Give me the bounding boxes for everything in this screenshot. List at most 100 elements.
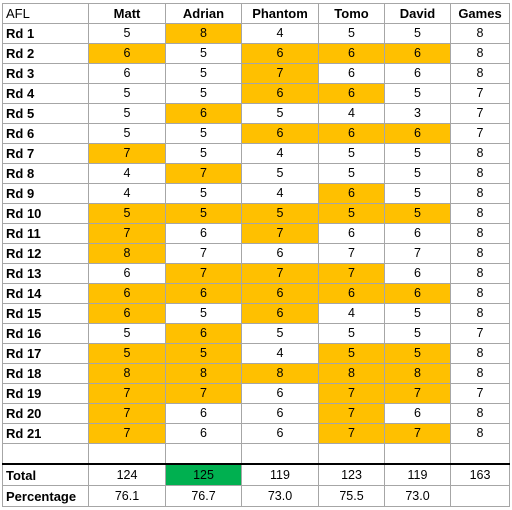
header-afl: AFL <box>2 3 89 24</box>
score-cell-tomo: 7 <box>318 403 385 424</box>
score-cell-tomo: 6 <box>318 183 385 204</box>
score-cell-matt: 6 <box>88 63 166 84</box>
spacer-cell <box>241 443 319 465</box>
round-label: Rd 7 <box>2 143 89 164</box>
header-phantom: Phantom <box>241 3 319 24</box>
score-cell-david: 7 <box>384 423 451 444</box>
score-cell-matt: 5 <box>88 83 166 104</box>
total-tomo: 123 <box>318 463 385 486</box>
score-cell-david: 6 <box>384 403 451 424</box>
score-cell-tomo: 7 <box>318 423 385 444</box>
score-cell-matt: 5 <box>88 23 166 44</box>
afl-tipping-table: AFL Matt Adrian Phantom Tomo David Games… <box>2 3 510 507</box>
score-cell-tomo: 5 <box>318 343 385 364</box>
score-cell-matt: 8 <box>88 243 166 264</box>
score-cell-games: 8 <box>450 263 510 284</box>
score-cell-games: 8 <box>450 143 510 164</box>
score-cell-adrian: 7 <box>165 383 242 404</box>
percentage-tomo: 75.5 <box>318 485 385 507</box>
score-cell-games: 7 <box>450 103 510 124</box>
score-cell-games: 8 <box>450 63 510 84</box>
round-label: Rd 1 <box>2 23 89 44</box>
round-row: Rd 18 8 8 8 8 8 8 <box>2 363 510 384</box>
score-cell-david: 5 <box>384 83 451 104</box>
score-cell-david: 5 <box>384 323 451 344</box>
score-cell-tomo: 5 <box>318 143 385 164</box>
score-cell-tomo: 6 <box>318 283 385 304</box>
score-cell-phantom: 5 <box>241 103 319 124</box>
round-row: Rd 21 7 6 6 7 7 8 <box>2 423 510 444</box>
score-cell-david: 6 <box>384 43 451 64</box>
score-cell-david: 5 <box>384 303 451 324</box>
score-cell-matt: 6 <box>88 283 166 304</box>
score-cell-games: 7 <box>450 83 510 104</box>
score-cell-david: 6 <box>384 263 451 284</box>
score-cell-matt: 7 <box>88 403 166 424</box>
score-cell-phantom: 7 <box>241 223 319 244</box>
header-david: David <box>384 3 451 24</box>
score-cell-adrian: 6 <box>165 223 242 244</box>
header-games: Games <box>450 3 510 24</box>
total-phantom: 119 <box>241 463 319 486</box>
score-cell-adrian: 7 <box>165 163 242 184</box>
score-cell-matt: 6 <box>88 303 166 324</box>
score-cell-adrian: 8 <box>165 23 242 44</box>
score-cell-games: 8 <box>450 203 510 224</box>
score-cell-david: 5 <box>384 183 451 204</box>
round-label: Rd 20 <box>2 403 89 424</box>
spacer-cell <box>384 443 451 465</box>
score-cell-david: 5 <box>384 163 451 184</box>
score-cell-phantom: 6 <box>241 43 319 64</box>
total-matt: 124 <box>88 463 166 486</box>
score-cell-phantom: 4 <box>241 23 319 44</box>
score-cell-adrian: 5 <box>165 83 242 104</box>
round-label: Rd 8 <box>2 163 89 184</box>
score-cell-tomo: 6 <box>318 43 385 64</box>
score-cell-adrian: 5 <box>165 43 242 64</box>
score-cell-david: 8 <box>384 363 451 384</box>
round-label: Rd 17 <box>2 343 89 364</box>
score-cell-games: 8 <box>450 183 510 204</box>
percentage-row: Percentage 76.1 76.7 73.0 75.5 73.0 <box>2 485 510 507</box>
score-cell-tomo: 6 <box>318 123 385 144</box>
score-cell-adrian: 5 <box>165 303 242 324</box>
score-cell-phantom: 5 <box>241 203 319 224</box>
round-label: Rd 14 <box>2 283 89 304</box>
score-cell-tomo: 8 <box>318 363 385 384</box>
round-row: Rd 19 7 7 6 7 7 7 <box>2 383 510 404</box>
score-cell-phantom: 6 <box>241 243 319 264</box>
round-row: Rd 12 8 7 6 7 7 8 <box>2 243 510 264</box>
round-row: Rd 17 5 5 4 5 5 8 <box>2 343 510 364</box>
score-cell-tomo: 5 <box>318 323 385 344</box>
score-cell-adrian: 6 <box>165 103 242 124</box>
spacer-cell <box>165 443 242 465</box>
round-label: Rd 6 <box>2 123 89 144</box>
score-cell-games: 8 <box>450 23 510 44</box>
score-cell-phantom: 7 <box>241 63 319 84</box>
percentage-matt: 76.1 <box>88 485 166 507</box>
percentage-label: Percentage <box>2 485 89 507</box>
score-cell-tomo: 6 <box>318 83 385 104</box>
score-cell-phantom: 8 <box>241 363 319 384</box>
score-cell-tomo: 7 <box>318 383 385 404</box>
score-cell-phantom: 7 <box>241 263 319 284</box>
score-cell-games: 8 <box>450 163 510 184</box>
score-cell-adrian: 5 <box>165 343 242 364</box>
score-cell-adrian: 8 <box>165 363 242 384</box>
header-adrian: Adrian <box>165 3 242 24</box>
header-matt: Matt <box>88 3 166 24</box>
total-adrian: 125 <box>165 463 242 486</box>
round-label: Rd 5 <box>2 103 89 124</box>
round-row: Rd 15 6 5 6 4 5 8 <box>2 303 510 324</box>
score-cell-phantom: 5 <box>241 163 319 184</box>
round-row: Rd 10 5 5 5 5 5 8 <box>2 203 510 224</box>
score-cell-matt: 6 <box>88 43 166 64</box>
score-cell-adrian: 5 <box>165 203 242 224</box>
score-cell-adrian: 7 <box>165 243 242 264</box>
score-cell-matt: 5 <box>88 103 166 124</box>
score-cell-games: 7 <box>450 383 510 404</box>
round-row: Rd 13 6 7 7 7 6 8 <box>2 263 510 284</box>
